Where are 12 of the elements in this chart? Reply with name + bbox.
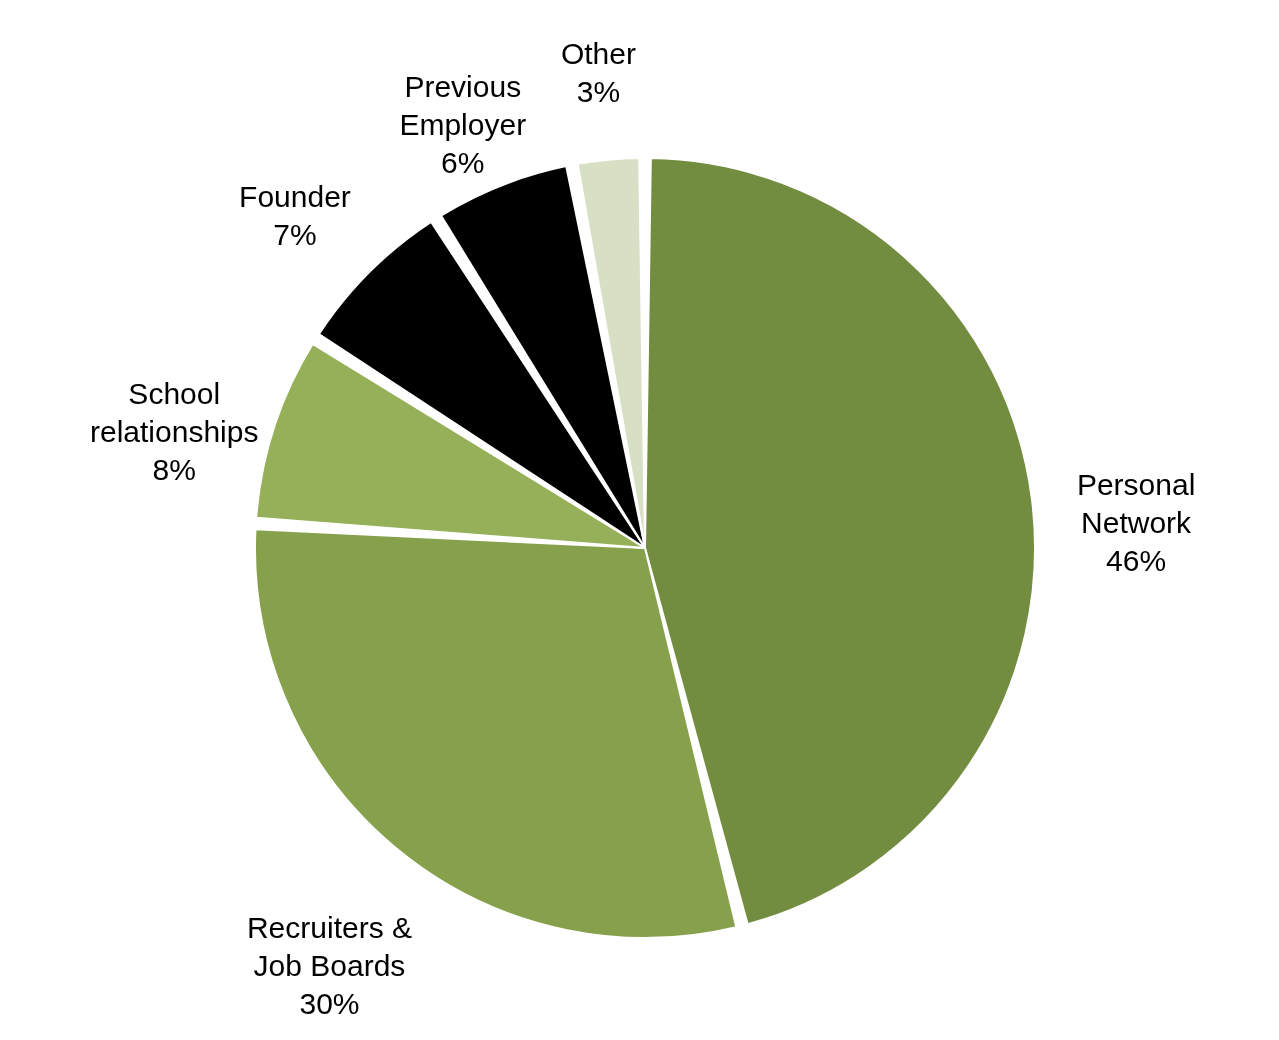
- data-label: 30%: [299, 987, 360, 1021]
- data-label: 8%: [152, 453, 196, 487]
- slice-label: School relationships: [90, 377, 259, 449]
- data-label: 46%: [1106, 543, 1167, 577]
- data-label: 7%: [273, 217, 317, 251]
- slice-label: Other: [560, 37, 636, 71]
- slice-label: Personal Network: [1076, 467, 1196, 539]
- slice-label: Founder: [239, 179, 351, 213]
- slice-label: Previous Employer: [399, 69, 527, 141]
- data-label: 6%: [441, 145, 485, 179]
- slice-label: Recruiters & Job Boards: [246, 911, 412, 983]
- data-label: 3%: [576, 75, 621, 109]
